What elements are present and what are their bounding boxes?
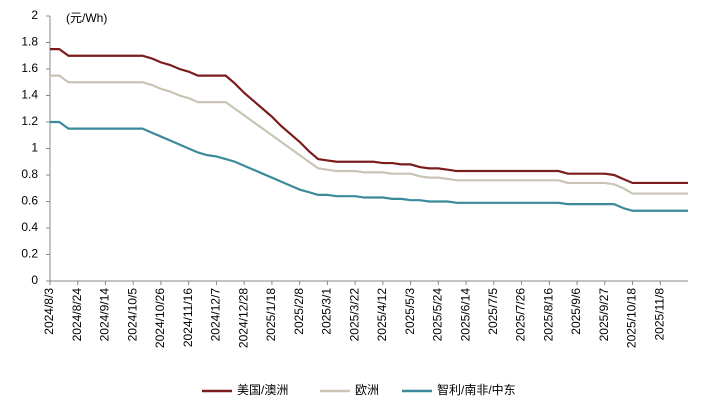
x-tick-label: 2025/5/3 [403, 288, 417, 335]
x-tick-label: 2024/12/28 [236, 288, 250, 348]
y-tick-label: 1.6 [21, 61, 38, 75]
y-tick-label: 1.8 [21, 35, 38, 49]
x-tick-label: 2025/9/6 [569, 288, 583, 335]
x-tick-label: 2024/10/26 [153, 288, 167, 348]
x-tick-label: 2025/2/8 [292, 288, 306, 335]
y-tick-label: 1 [31, 141, 38, 155]
series-line [50, 120, 688, 212]
x-tick-label: 2025/3/1 [320, 288, 334, 335]
x-tick-label: 2025/1/18 [264, 288, 278, 342]
x-tick-label: 2025/4/12 [375, 288, 389, 342]
x-tick-label: 2025/7/5 [486, 288, 500, 335]
x-tick-label: 2024/10/5 [125, 288, 139, 342]
series-line [50, 74, 688, 195]
x-tick-label: 2024/9/14 [98, 288, 112, 342]
y-tick-label: 1.4 [21, 88, 38, 102]
y-tick-label: 2 [31, 8, 38, 22]
legend-label: 美国/澳洲 [237, 383, 288, 397]
x-tick-label: 2024/8/24 [70, 288, 84, 342]
legend-label: 欧洲 [355, 383, 379, 397]
x-tick-label: 2025/9/27 [597, 288, 611, 342]
x-tick-label: 2024/12/7 [209, 288, 223, 342]
y-tick-label: 0.6 [21, 194, 38, 208]
x-tick-label: 2025/10/18 [625, 288, 639, 348]
legend-label: 智利/南非/中东 [437, 382, 516, 397]
y-axis-unit: (元/Wh) [66, 11, 107, 25]
x-tick-label: 2025/7/26 [514, 288, 528, 342]
y-tick-label: 0 [31, 273, 38, 287]
series-line [50, 48, 688, 185]
x-tick-label: 2025/5/24 [431, 288, 445, 342]
x-tick-label: 2024/8/3 [42, 288, 56, 335]
y-tick-label: 0.2 [21, 247, 38, 261]
x-tick-label: 2025/8/16 [541, 288, 555, 342]
x-tick-label: 2025/11/8 [652, 288, 666, 341]
x-tick-label: 2025/6/14 [458, 288, 472, 342]
y-tick-label: 1.2 [21, 114, 38, 128]
x-tick-label: 2025/3/22 [347, 288, 361, 342]
y-tick-label: 0.8 [21, 167, 38, 181]
y-tick-label: 0.4 [21, 220, 38, 234]
x-tick-label: 2024/11/16 [181, 288, 195, 347]
